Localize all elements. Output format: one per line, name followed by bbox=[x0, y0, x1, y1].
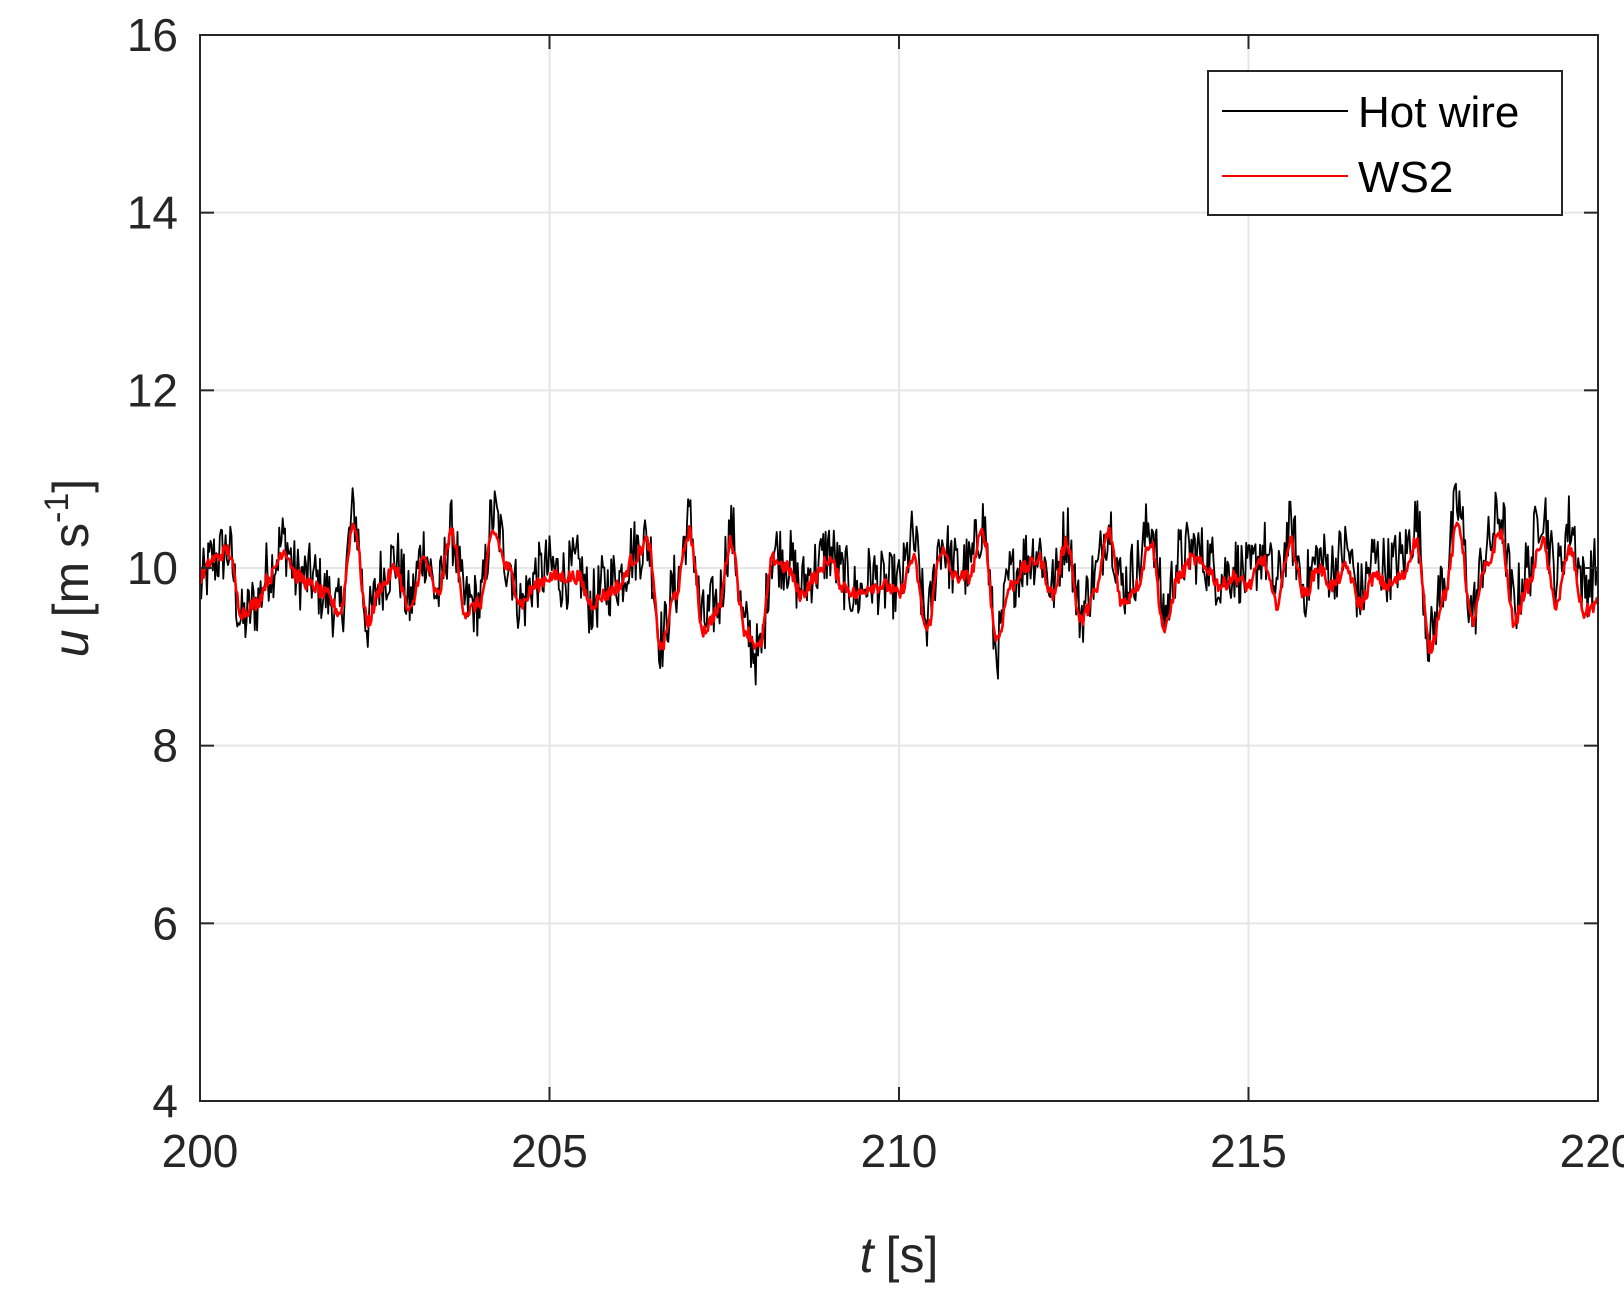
y-tick-label: 10 bbox=[127, 542, 178, 594]
y-tick-label: 4 bbox=[152, 1075, 178, 1127]
y-tick-label: 6 bbox=[152, 897, 178, 949]
y-tick-labels: 4 6 8 10 12 14 16 bbox=[127, 9, 178, 1127]
y-axis-unit: [m s bbox=[43, 523, 99, 617]
y-tick-label: 16 bbox=[127, 9, 178, 61]
legend-label-hot-wire: Hot wire bbox=[1358, 88, 1519, 137]
y-tick-label: 8 bbox=[152, 720, 178, 772]
y-axis-unit-close: ] bbox=[43, 479, 99, 493]
y-axis-var: u bbox=[43, 629, 99, 657]
x-tick-label: 200 bbox=[162, 1125, 239, 1177]
y-axis-label: u [m s-1] bbox=[38, 479, 99, 657]
x-tick-label: 215 bbox=[1210, 1125, 1287, 1177]
y-axis-unit-superscript: -1 bbox=[38, 493, 76, 523]
x-tick-label: 210 bbox=[861, 1125, 938, 1177]
legend-label-ws2: WS2 bbox=[1358, 153, 1453, 202]
axis-ticks bbox=[199, 34, 1599, 1102]
x-axis-var: t bbox=[860, 1227, 876, 1283]
y-tick-label: 14 bbox=[127, 187, 178, 239]
y-tick-label: 12 bbox=[127, 364, 178, 416]
series-layer bbox=[198, 482, 1600, 686]
x-axis-label: t [s] bbox=[860, 1227, 939, 1283]
x-tick-label: 205 bbox=[511, 1125, 588, 1177]
legend-box bbox=[1207, 70, 1563, 216]
series-line-ws2 bbox=[198, 521, 1600, 655]
x-tick-label: 220 bbox=[1560, 1125, 1624, 1177]
x-axis-unit: [s] bbox=[886, 1227, 939, 1283]
legend: Hot wire WS2 bbox=[1207, 70, 1563, 216]
x-tick-labels: 200 205 210 215 220 bbox=[162, 1125, 1624, 1177]
